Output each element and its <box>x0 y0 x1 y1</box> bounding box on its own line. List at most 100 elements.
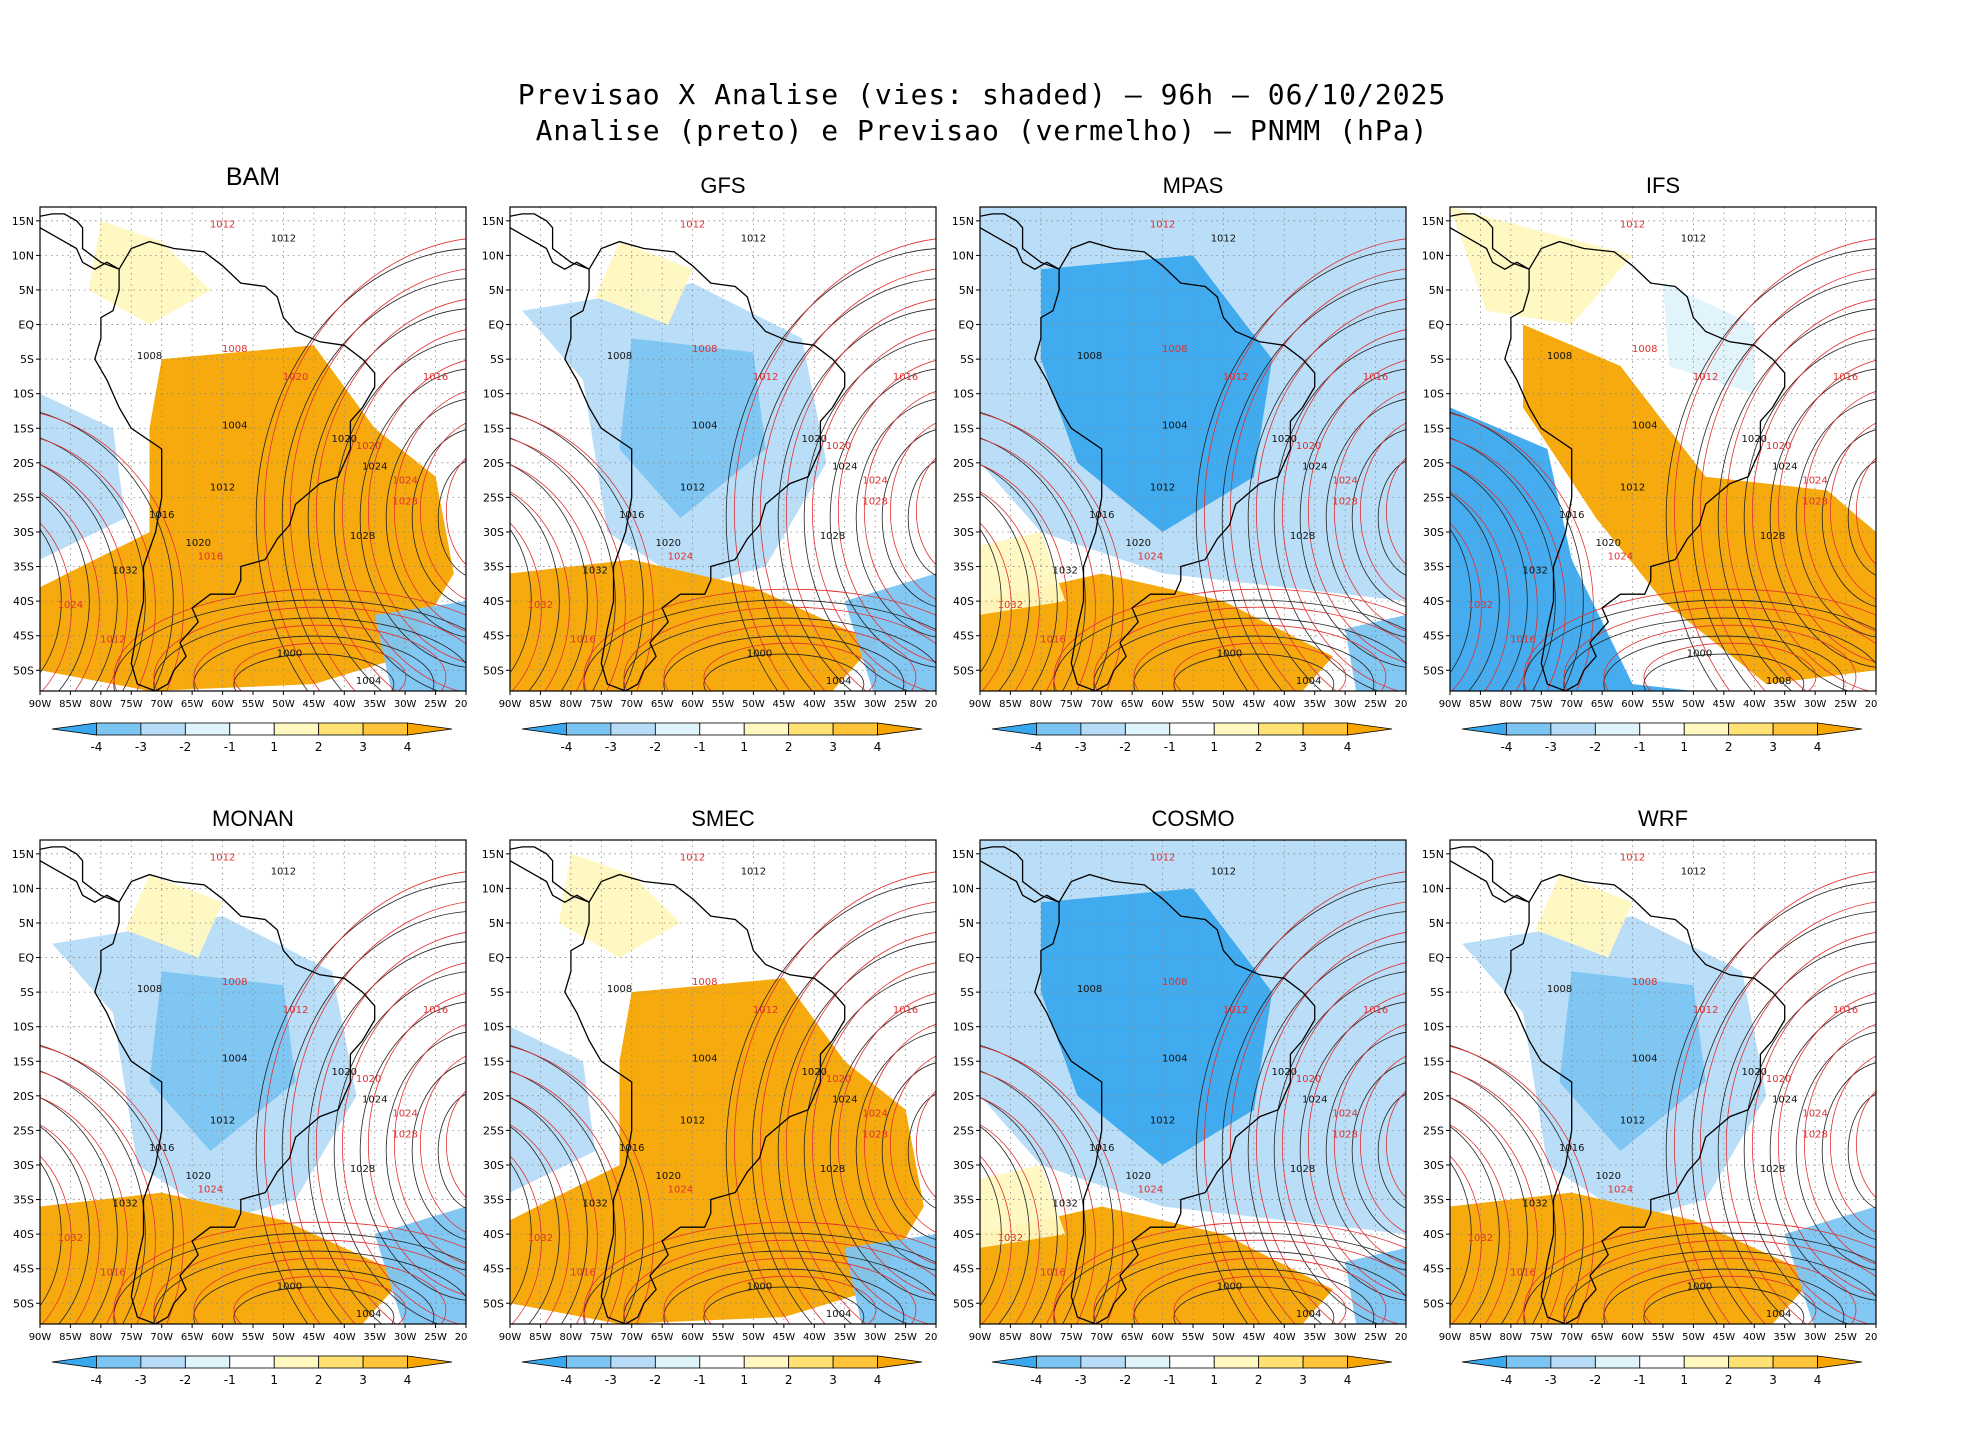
lat-tick-label: 25S <box>1423 491 1444 504</box>
colorbar-tick-label: -1 <box>224 740 236 754</box>
panel-title: SMEC <box>691 806 755 831</box>
colorbar-swatch <box>991 722 1037 736</box>
analysis-isobar-label: 1024 <box>1302 462 1327 473</box>
colorbar-swatch <box>1124 722 1171 736</box>
forecast-isobar-label: 1032 <box>528 600 553 611</box>
lon-tick-label: 55W <box>1182 1332 1205 1343</box>
panel-monan: MONAN 1012 1008 1004 1020 1024 1028 1032 1000 100… <box>12 806 468 1387</box>
lat-tick-label: 10N <box>12 249 34 262</box>
colorbar-swatch <box>1728 722 1774 736</box>
lat-tick-label: 30S <box>13 526 34 539</box>
colorbar-tick-label: 2 <box>315 740 323 754</box>
lat-tick-label: 35S <box>13 561 34 574</box>
colorbar-swatch <box>1347 722 1393 736</box>
colorbar-swatch <box>1594 1355 1641 1369</box>
lat-tick-label: 30S <box>953 1159 974 1172</box>
forecast-isobar-label: 1032 <box>998 600 1023 611</box>
bias-shading <box>1663 283 1755 394</box>
lon-tick-label: 25W <box>1834 699 1857 710</box>
forecast-isobar-label: 1024 <box>1138 552 1163 563</box>
colorbar-tick-label: -2 <box>179 1373 191 1387</box>
forecast-isobar-label: 1024 <box>1608 552 1633 563</box>
colorbar-swatch <box>654 722 701 736</box>
colorbar-swatch <box>1506 1355 1552 1369</box>
lon-tick-label: 60W <box>1151 699 1174 710</box>
colorbar: -4 -3 -2 -1 1 2 3 4 <box>51 722 453 754</box>
lat-tick-label: 20S <box>483 457 504 470</box>
forecast-isobar-label: 1024 <box>1608 1185 1633 1196</box>
lat-tick-label: 10S <box>13 388 34 401</box>
lat-tick-label: 25S <box>483 1124 504 1137</box>
analysis-isobar-label: 1004 <box>1296 1309 1321 1320</box>
colorbar-tick-label: -1 <box>224 1373 236 1387</box>
lon-tick-label: 85W <box>529 1332 552 1343</box>
lon-tick-label: 45W <box>303 699 326 710</box>
analysis-isobar-label: 1020 <box>1742 434 1767 445</box>
forecast-isobar-label: 1012 <box>283 1005 308 1016</box>
analysis-isobar-label: 1000 <box>747 648 772 659</box>
lat-tick-label: 50S <box>483 1297 504 1310</box>
colorbar-swatch <box>407 1355 453 1369</box>
analysis-isobar-label: 1020 <box>1126 1171 1151 1182</box>
lon-tick-label: 35W <box>363 699 386 710</box>
colorbar-tick-label: 1 <box>1210 1373 1218 1387</box>
analysis-isobar-label: 1012 <box>1620 482 1645 493</box>
lon-tick-label: 85W <box>1469 1332 1492 1343</box>
lon-tick-label: 30W <box>394 1332 417 1343</box>
analysis-isobar-label: 1016 <box>149 1143 174 1154</box>
continent-outline <box>94 873 376 1324</box>
forecast-isobar-label: 1016 <box>1833 372 1858 383</box>
colorbar-tick-label: 3 <box>359 1373 367 1387</box>
lon-tick-label: 45W <box>1713 1332 1736 1343</box>
analysis-isobar-label: 1012 <box>1150 482 1175 493</box>
map-gfs: 1012 1008 1004 1020 1024 1028 1032 1000 1004 1012… <box>482 206 938 710</box>
colorbar: -4 -3 -2 -1 1 2 3 4 <box>1461 1355 1863 1387</box>
lon-tick-label: 85W <box>59 699 82 710</box>
lat-tick-label: 25S <box>1423 1124 1444 1137</box>
analysis-isobar-label: 1004 <box>692 420 717 431</box>
forecast-isobar-label: 1008 <box>692 344 717 355</box>
colorbar-tick-label: 3 <box>829 1373 837 1387</box>
forecast-isobar-label: 1020 <box>1296 441 1321 452</box>
colorbar-swatch <box>1639 722 1685 736</box>
lat-tick-label: EQ <box>1428 952 1444 965</box>
forecast-isobar-label: 1032 <box>1468 600 1493 611</box>
colorbar-swatch <box>1683 1355 1730 1369</box>
lat-tick-label: 5S <box>960 353 974 366</box>
colorbar-swatch <box>1550 1355 1596 1369</box>
bias-shading <box>980 573 1333 691</box>
panel-title: IFS <box>1645 173 1681 198</box>
lat-tick-label: 5N <box>19 917 34 930</box>
lat-tick-label: 15N <box>952 215 974 228</box>
lat-tick-label: 15N <box>12 848 34 861</box>
colorbar-tick-label: -1 <box>694 1373 706 1387</box>
analysis-isobar-label: 1032 <box>1522 565 1547 576</box>
lon-tick-label: 85W <box>529 699 552 710</box>
lon-tick-label: 30W <box>394 699 417 710</box>
lon-tick-label: 60W <box>1621 1332 1644 1343</box>
lat-tick-label: 45S <box>13 630 34 643</box>
lat-tick-label: 50S <box>483 664 504 677</box>
colorbar-tick-label: 1 <box>1210 740 1218 754</box>
colorbar-tick-label: 1 <box>740 740 748 754</box>
analysis-isobar-label: 1016 <box>149 510 174 521</box>
analysis-isobar-label: 1012 <box>1211 867 1236 878</box>
panel-mpas: MPAS 1012 1008 1004 1020 1024 1028 1032 1000 1004… <box>952 173 1408 754</box>
lat-tick-label: 10N <box>952 882 974 895</box>
lat-tick-label: 50S <box>953 664 974 677</box>
analysis-isobar-label: 1008 <box>137 351 162 362</box>
analysis-isobar-label: 1012 <box>210 1115 235 1126</box>
colorbar-tick-label: -4 <box>560 740 572 754</box>
analysis-isobar-label: 1004 <box>222 420 247 431</box>
lon-tick-label: 45W <box>303 1332 326 1343</box>
lat-tick-label: 10N <box>952 249 974 262</box>
analysis-isobar-label: 1032 <box>1052 1198 1077 1209</box>
forecast-isobar-label: 1012 <box>210 220 235 231</box>
lon-tick-label: 70W <box>1560 699 1583 710</box>
analysis-isobar-label: 1032 <box>112 1198 137 1209</box>
lat-tick-label: 5N <box>19 284 34 297</box>
forecast-isobar-label: 1032 <box>998 1233 1023 1244</box>
lon-tick-label: 90W <box>1439 699 1462 710</box>
continent-outline <box>1504 240 1786 691</box>
lat-tick-label: 40S <box>953 595 974 608</box>
